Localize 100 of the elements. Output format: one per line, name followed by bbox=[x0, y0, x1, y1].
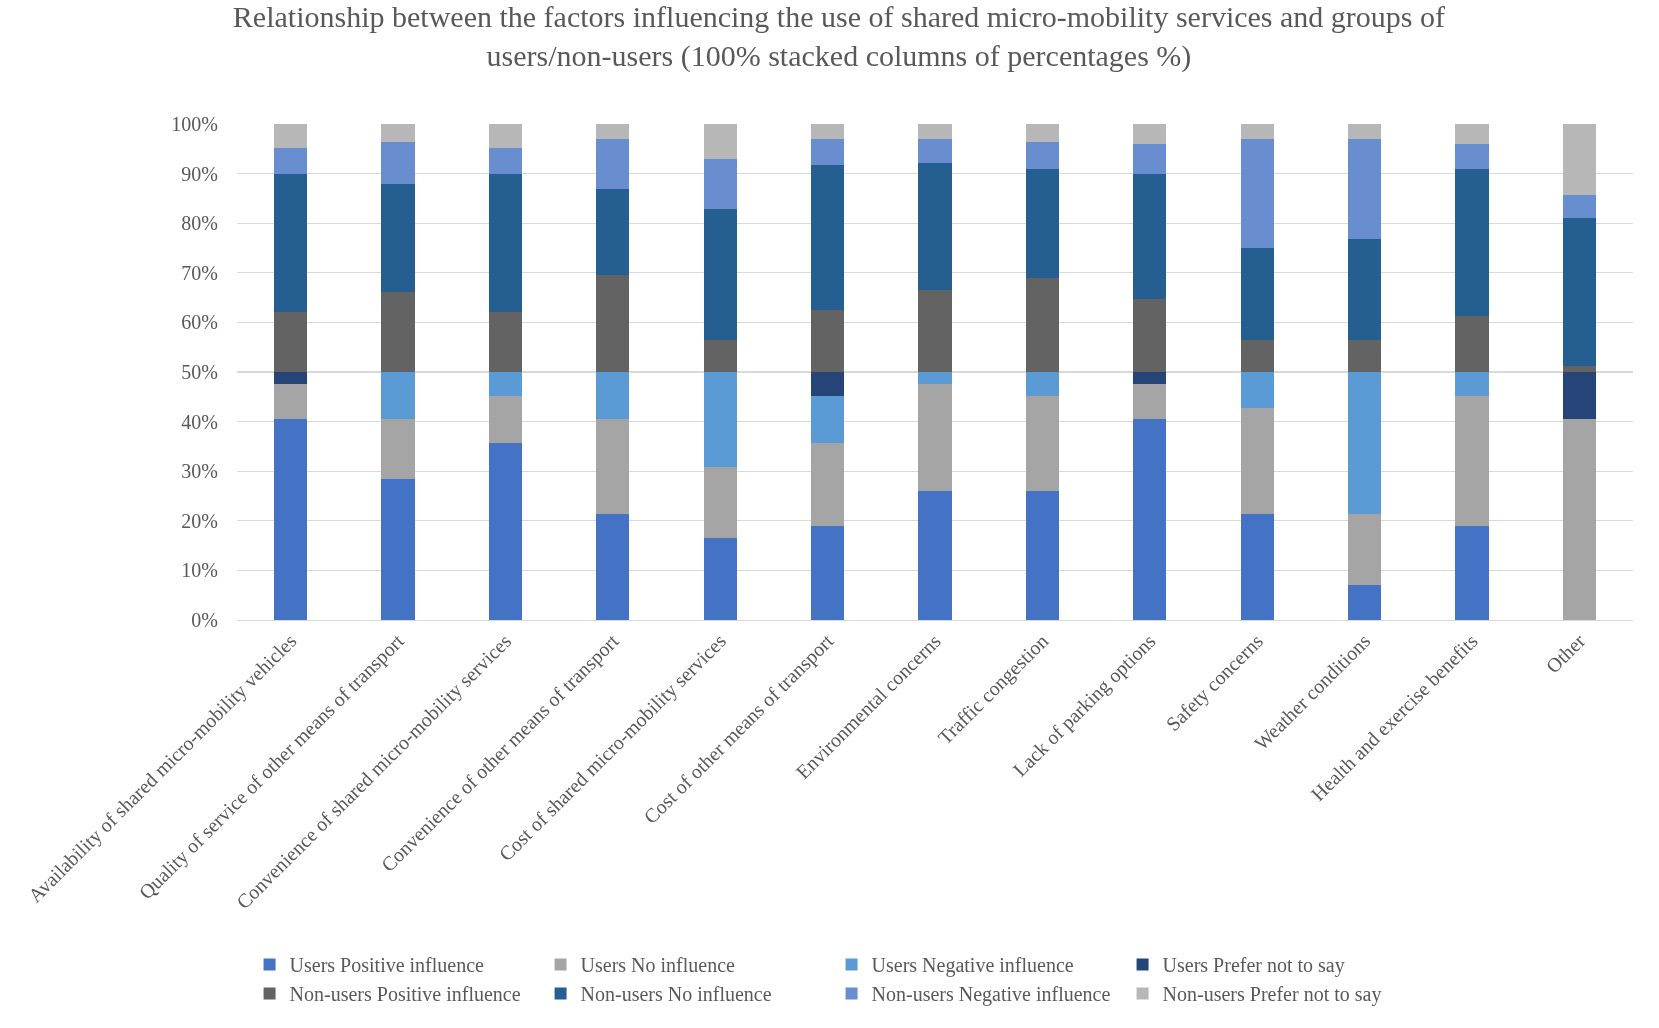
bar bbox=[488, 124, 523, 148]
y-tick-label: 100% bbox=[171, 113, 218, 135]
legend-label: Users Negative influence bbox=[871, 954, 1074, 978]
bar bbox=[918, 383, 952, 491]
y-tick-label: 90% bbox=[181, 162, 218, 185]
legend-label: Non-users Prefer not to say bbox=[1162, 983, 1382, 1007]
bar bbox=[381, 292, 415, 372]
y-tick-label: 80% bbox=[181, 212, 218, 235]
legend-label: Non-users Negative influence bbox=[871, 983, 1111, 1007]
bar bbox=[1133, 174, 1167, 299]
bar bbox=[274, 124, 308, 148]
bar bbox=[918, 139, 952, 164]
bar bbox=[1025, 124, 1060, 142]
bar bbox=[703, 372, 737, 468]
bar bbox=[1562, 218, 1596, 367]
bar bbox=[1562, 372, 1596, 420]
bar bbox=[1455, 372, 1489, 396]
bar bbox=[1025, 395, 1060, 491]
bar bbox=[810, 525, 845, 620]
bar bbox=[1347, 372, 1382, 515]
bar bbox=[1133, 372, 1167, 384]
bar bbox=[1562, 124, 1596, 196]
bar bbox=[596, 274, 630, 372]
bar bbox=[918, 372, 952, 384]
legend-label: Users No influence bbox=[580, 954, 736, 977]
bar bbox=[488, 174, 523, 313]
bar bbox=[488, 312, 523, 372]
bar bbox=[703, 467, 737, 539]
bar bbox=[596, 188, 630, 275]
bar bbox=[1347, 239, 1382, 340]
bar bbox=[1240, 339, 1274, 372]
bar bbox=[1240, 407, 1274, 515]
bar bbox=[274, 372, 308, 384]
y-tick-label: 20% bbox=[181, 509, 218, 532]
bar bbox=[1133, 124, 1167, 145]
bar bbox=[1347, 339, 1382, 372]
bar bbox=[1240, 372, 1274, 408]
bar bbox=[703, 339, 737, 372]
bar bbox=[596, 372, 630, 420]
y-tick-label: 40% bbox=[181, 410, 218, 433]
bar bbox=[488, 395, 523, 443]
bar bbox=[1240, 514, 1274, 620]
bar bbox=[1455, 315, 1489, 372]
bar bbox=[810, 165, 845, 310]
bar bbox=[1455, 124, 1489, 145]
bar bbox=[1562, 366, 1596, 372]
bar bbox=[1455, 395, 1489, 526]
bar bbox=[703, 124, 737, 160]
bar bbox=[810, 124, 845, 140]
y-tick-label: 0% bbox=[191, 609, 218, 631]
bar bbox=[703, 538, 737, 620]
bar bbox=[596, 138, 630, 189]
bar bbox=[1240, 247, 1274, 340]
bar bbox=[918, 490, 952, 620]
bar bbox=[1133, 383, 1167, 420]
bar bbox=[810, 139, 845, 166]
bar bbox=[1025, 277, 1060, 372]
bar bbox=[1347, 139, 1382, 240]
bar bbox=[1133, 144, 1167, 175]
bar bbox=[1455, 144, 1489, 170]
bar bbox=[810, 395, 845, 443]
bar bbox=[381, 124, 415, 142]
bar bbox=[1347, 514, 1382, 586]
bar bbox=[488, 442, 523, 620]
bar bbox=[274, 312, 308, 372]
y-tick-label: 60% bbox=[181, 311, 218, 334]
bar bbox=[274, 147, 308, 175]
bar bbox=[596, 124, 630, 139]
y-tick-label: 10% bbox=[181, 559, 218, 582]
bar bbox=[1133, 419, 1167, 620]
bar bbox=[381, 479, 415, 620]
bar bbox=[488, 147, 523, 175]
bar bbox=[703, 209, 737, 340]
chart-title: Relationship between the factors influencing the use of shared micro-mobility services and groups of users/non-users (100% stacked columns of percentages %) bbox=[232, 0, 1446, 73]
bar bbox=[1240, 139, 1274, 248]
bar bbox=[381, 419, 415, 480]
bar bbox=[703, 159, 737, 210]
bar bbox=[381, 372, 415, 420]
bar bbox=[1455, 169, 1489, 316]
bar bbox=[1240, 124, 1274, 140]
bar bbox=[1025, 490, 1060, 620]
bar bbox=[274, 383, 308, 420]
legend-label: Non-users Positive influence bbox=[289, 983, 521, 1006]
bar bbox=[918, 163, 952, 290]
bar bbox=[1562, 195, 1596, 219]
bar bbox=[274, 419, 308, 620]
bar bbox=[1347, 124, 1382, 140]
y-tick-label: 50% bbox=[181, 361, 218, 383]
legend-label: Non-users No influence bbox=[580, 983, 772, 1006]
bar bbox=[381, 183, 415, 293]
bar bbox=[274, 174, 308, 313]
y-tick-label: 70% bbox=[181, 261, 218, 284]
legend-label: Users Prefer not to say bbox=[1162, 954, 1345, 978]
bar bbox=[1347, 585, 1382, 620]
bar bbox=[918, 289, 952, 372]
bar bbox=[1025, 141, 1060, 170]
bar bbox=[810, 310, 845, 372]
bar bbox=[810, 372, 845, 396]
bar bbox=[810, 442, 845, 526]
bar bbox=[1562, 419, 1596, 620]
